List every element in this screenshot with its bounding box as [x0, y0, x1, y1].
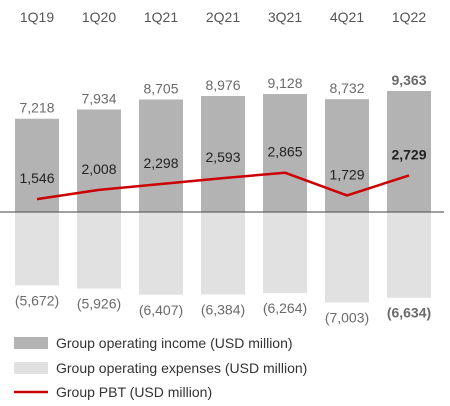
expense-bar: [15, 212, 59, 286]
pbt-label: 2,865: [267, 144, 302, 160]
expense-bar: [387, 212, 431, 298]
legend-label: Group operating expenses (USD million): [56, 360, 307, 376]
value-labels: 7,218 (5,672) 7,934 (5,926) 8,705 (6,407) 8,97…: [15, 72, 431, 326]
income-bar: [139, 99, 183, 212]
category-label: 1Q21: [144, 9, 178, 25]
legend: Group operating income (USD million) Grou…: [14, 335, 307, 400]
income-label: 8,976: [205, 77, 240, 93]
expense-label: (6,634): [387, 305, 431, 321]
expense-bar: [77, 212, 121, 289]
pbt-series-line: [36, 171, 410, 201]
expense-label: (6,264): [263, 300, 307, 316]
category-label: 4Q21: [330, 9, 364, 25]
legend-label: Group PBT (USD million): [56, 384, 212, 400]
expense-label: (7,003): [325, 310, 369, 326]
income-label: 8,705: [143, 81, 178, 97]
pbt-label: 2,298: [143, 155, 178, 171]
income-bar: [387, 91, 431, 212]
expense-label: (5,926): [77, 296, 121, 312]
pbt-label: 2,729: [391, 146, 426, 162]
pbt-label: 2,593: [205, 149, 240, 165]
income-bar: [201, 96, 245, 212]
legend-label: Group operating income (USD million): [56, 335, 293, 351]
legend-swatch: [14, 362, 48, 374]
income-label: 7,218: [19, 100, 54, 116]
category-labels: 1Q19 1Q20 1Q21 2Q21 3Q21 4Q21 1Q22: [20, 9, 426, 25]
pbt-label: 2,008: [81, 161, 116, 177]
expense-bar: [325, 212, 369, 303]
expense-label: (6,407): [139, 302, 183, 318]
category-label: 3Q21: [268, 9, 302, 25]
income-bar: [77, 109, 121, 212]
income-bar: [263, 94, 307, 212]
pbt-label: 1,546: [19, 170, 54, 186]
pbt-label: 1,729: [329, 166, 364, 182]
income-bar: [325, 99, 369, 212]
expense-label: (6,384): [201, 302, 245, 318]
income-label: 9,363: [391, 72, 426, 88]
income-label: 9,128: [267, 75, 302, 91]
pbt-line: [36, 171, 410, 201]
category-label: 1Q22: [392, 9, 426, 25]
category-label: 2Q21: [206, 9, 240, 25]
expense-label: (5,672): [15, 292, 59, 308]
income-label: 8,732: [329, 80, 364, 96]
legend-swatch: [14, 337, 48, 349]
expense-bar: [201, 212, 245, 295]
category-label: 1Q19: [20, 9, 54, 25]
expense-bar: [139, 212, 183, 295]
expense-bar: [263, 212, 307, 293]
income-label: 7,934: [81, 90, 116, 106]
bars: [15, 91, 431, 303]
category-label: 1Q20: [82, 9, 116, 25]
